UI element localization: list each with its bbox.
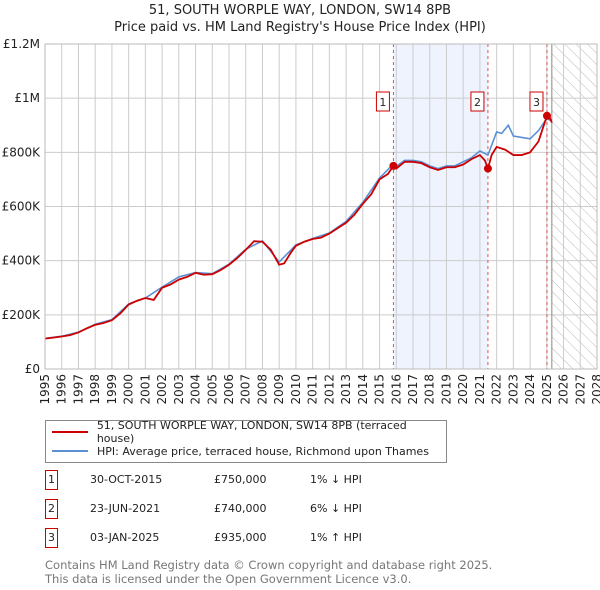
x-tick-label: 2010 — [289, 374, 303, 405]
chart-title: 51, SOUTH WORPLE WAY, LONDON, SW14 8PB — [148, 3, 452, 18]
transaction-row: 3 03-JAN-2025 £935,000 1% ↑ HPI — [45, 528, 545, 548]
sale-point — [389, 161, 398, 170]
x-tick-label: 2027 — [573, 374, 587, 405]
annotation-box — [470, 91, 485, 112]
x-tick-label: 2013 — [339, 374, 353, 405]
annotation-box — [529, 91, 544, 112]
x-tick-label: 2018 — [423, 374, 437, 405]
red-line-swatch — [52, 431, 88, 433]
y-tick-label: £400K — [2, 254, 42, 268]
x-tick-label: 2002 — [155, 374, 169, 405]
annotation-label: 1 — [379, 96, 386, 109]
y-tick-label: £200K — [2, 308, 42, 322]
transaction-number: 2 — [45, 499, 58, 519]
footer-line2: This data is licensed under the Open Gov… — [45, 572, 412, 586]
sale-point — [542, 111, 551, 120]
x-tick-label: 2019 — [439, 374, 453, 405]
footer-line1: Contains HM Land Registry data © Crown c… — [45, 558, 493, 572]
x-tick-label: 2011 — [306, 374, 320, 405]
y-tick-label: £800K — [2, 145, 42, 159]
annotation-label: 3 — [533, 96, 540, 109]
annotation-label: 2 — [474, 96, 481, 109]
transaction-date: 30-OCT-2015 — [90, 473, 163, 486]
x-tick-label: 2006 — [222, 374, 236, 405]
blue-line-swatch — [52, 450, 88, 452]
x-tick-label: 2017 — [406, 374, 420, 405]
x-tick-label: 2024 — [523, 374, 537, 405]
transaction-price: £750,000 — [214, 473, 267, 486]
transaction-date: 23-JUN-2021 — [90, 502, 161, 515]
legend-hpi: HPI: Average price, terraced house, Rich… — [97, 444, 429, 458]
x-tick-label: 2000 — [122, 374, 136, 405]
x-tick-label: 2007 — [239, 374, 253, 405]
plot-frame — [44, 43, 598, 370]
x-tick-label: 2028 — [590, 374, 600, 405]
x-tick-label: 2025 — [540, 374, 554, 405]
x-tick-label: 1995 — [38, 374, 52, 405]
transaction-row: 1 30-OCT-2015 £750,000 1% ↓ HPI — [45, 470, 545, 490]
x-tick-label: 2004 — [189, 374, 203, 405]
legend-property: 51, SOUTH WORPLE WAY, LONDON, SW14 8PB (… — [96, 419, 407, 445]
transaction-date: 03-JAN-2025 — [90, 531, 160, 544]
transaction-hpi-diff: 1% ↓ HPI — [310, 473, 362, 486]
transaction-number: 3 — [45, 528, 58, 548]
x-tick-label: 2016 — [389, 374, 403, 405]
transaction-hpi-diff: 1% ↑ HPI — [310, 531, 362, 544]
y-tick-label: £600K — [2, 200, 42, 214]
price-chart: 1995 1996 1997 1998 1999 2000 2001 2002 2003 2004… — [2, 37, 600, 405]
footer: Contains HM Land Registry data © Crown c… — [45, 558, 492, 586]
x-tick-label: 2014 — [356, 374, 370, 405]
y-tick-label: £0 — [25, 362, 40, 376]
transaction-price: £935,000 — [214, 531, 267, 544]
transaction-number: 1 — [45, 470, 58, 490]
x-tick-label: 2003 — [172, 374, 186, 405]
x-tick-label: 2021 — [473, 374, 487, 405]
legend: 51, SOUTH WORPLE WAY, LONDON, SW14 8PB (… — [45, 419, 447, 463]
x-tick-label: 2005 — [205, 374, 219, 405]
sale-point — [483, 164, 492, 173]
x-tick-label: 2022 — [490, 374, 504, 405]
y-tick-label: £1M — [14, 91, 40, 105]
x-tick-label: 1996 — [55, 374, 69, 405]
transaction-hpi-diff: 6% ↓ HPI — [310, 502, 362, 515]
x-tick-label: 1999 — [105, 374, 119, 405]
x-tick-label: 2026 — [557, 374, 571, 405]
x-tick-label: 1997 — [71, 374, 85, 405]
x-tick-label: 2008 — [255, 374, 269, 405]
x-tick-label: 2020 — [456, 374, 470, 405]
x-tick-label: 2015 — [373, 374, 387, 405]
y-tick-label: £1.2M — [3, 37, 40, 51]
transaction-price: £740,000 — [214, 502, 267, 515]
x-tick-label: 1998 — [88, 374, 102, 405]
x-tick-label: 2012 — [322, 374, 336, 405]
chart-subtitle: Price paid vs. HM Land Registry's House … — [114, 20, 486, 35]
x-tick-label: 2009 — [272, 374, 286, 405]
x-tick-label: 2023 — [506, 374, 520, 405]
property-price-line — [44, 114, 553, 340]
transaction-row: 2 23-JUN-2021 £740,000 6% ↓ HPI — [45, 499, 545, 519]
x-tick-label: 2001 — [138, 374, 152, 405]
annotation-box — [375, 91, 390, 112]
